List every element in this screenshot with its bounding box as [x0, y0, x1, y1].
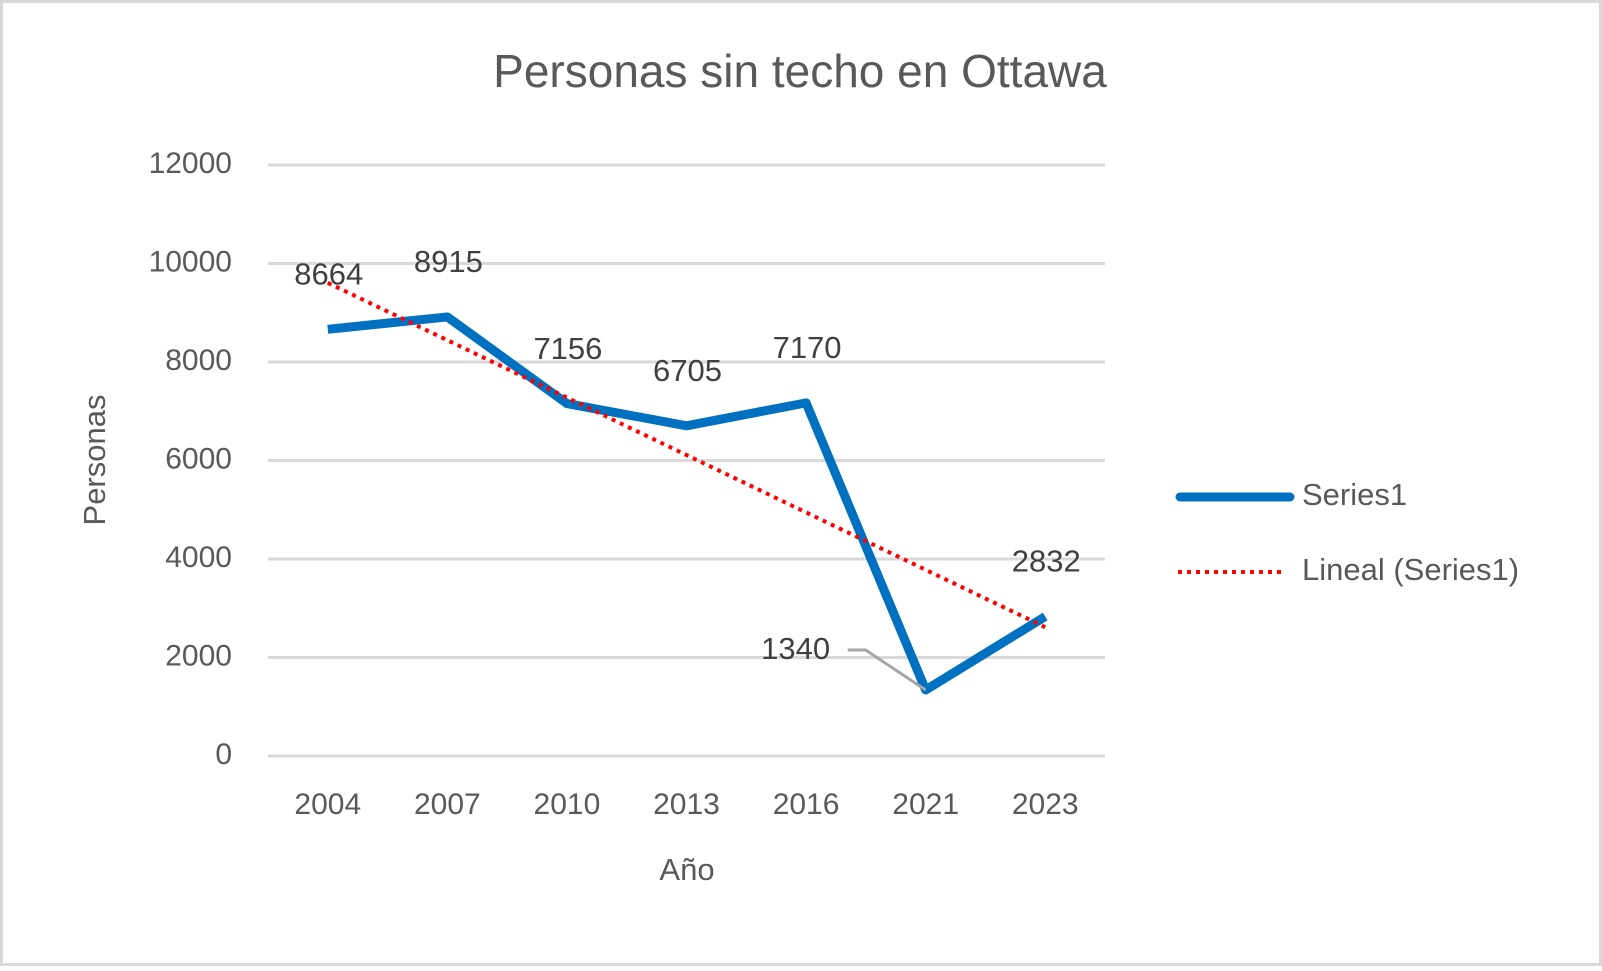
data-line [327, 312, 1048, 695]
data-label: 1340 [761, 631, 830, 666]
data-label: 8664 [294, 256, 363, 291]
y-axis-title: Personas [77, 395, 112, 526]
x-tick-label: 2023 [1012, 788, 1079, 821]
x-tick-label: 2010 [534, 788, 601, 821]
legend-label: Lineal (Series1) [1302, 552, 1519, 587]
data-label: 2832 [1012, 544, 1081, 579]
y-tick-label: 10000 [149, 245, 232, 278]
y-tick-label: 12000 [149, 147, 232, 180]
x-tick-label: 2013 [653, 788, 720, 821]
data-label: 6705 [653, 353, 722, 388]
chart-title: Personas sin techo en Ottawa [493, 45, 1107, 97]
y-tick-label: 4000 [165, 541, 232, 574]
x-tick-label: 2016 [773, 788, 840, 821]
y-tick-label: 0 [215, 738, 232, 771]
data-label: 7156 [533, 331, 602, 366]
x-tick-label: 2004 [294, 788, 361, 821]
y-tick-label: 6000 [165, 442, 232, 475]
x-tick-label: 2021 [892, 788, 959, 821]
data-label: 8915 [414, 244, 483, 279]
trendline [326, 281, 1047, 629]
legend-label: Series1 [1302, 477, 1407, 512]
data-label: 7170 [773, 330, 842, 365]
x-axis-title: Año [659, 852, 714, 887]
y-tick-label: 8000 [165, 344, 232, 377]
y-tick-label: 2000 [165, 639, 232, 672]
leader-line [847, 648, 927, 692]
x-tick-label: 2007 [414, 788, 481, 821]
